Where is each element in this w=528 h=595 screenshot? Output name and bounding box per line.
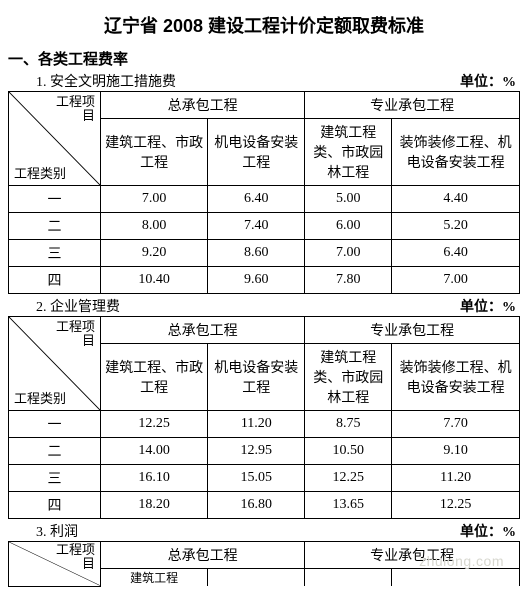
cell: 6.40	[392, 240, 520, 267]
table2-title: 2. 企业管理费	[8, 296, 120, 316]
cell: 7.80	[305, 267, 392, 294]
cell: 16.10	[100, 465, 207, 492]
row-label: 四	[9, 492, 101, 519]
cell: 13.65	[305, 492, 392, 519]
row-label: 二	[9, 213, 101, 240]
table-row: 四 10.40 9.60 7.80 7.00	[9, 267, 520, 294]
cell: 9.10	[392, 438, 520, 465]
table-row: 三 16.10 15.05 12.25 11.20	[9, 465, 520, 492]
diag-top-label: 工程项目	[56, 320, 95, 349]
diag-header: 工程项目 工程类别	[9, 317, 101, 411]
cell: 5.20	[392, 213, 520, 240]
cell: 12.95	[208, 438, 305, 465]
cell: 8.00	[100, 213, 207, 240]
row-label: 四	[9, 267, 101, 294]
unit-label: 单位：%	[460, 521, 520, 541]
col-header: 机电设备安装工程	[208, 344, 305, 411]
cell: 7.00	[392, 267, 520, 294]
unit-label: 单位：%	[460, 296, 520, 316]
cell: 16.80	[208, 492, 305, 519]
row-label: 二	[9, 438, 101, 465]
col-header: 建筑工程类、市政园林工程	[305, 344, 392, 411]
col-header: 建筑工程、市政工程	[100, 119, 207, 186]
cell: 12.25	[392, 492, 520, 519]
diag-header: 工程项目	[9, 542, 101, 587]
table-row: 三 9.20 8.60 7.00 6.40	[9, 240, 520, 267]
cell: 15.05	[208, 465, 305, 492]
diag-top-label: 工程项目	[56, 543, 95, 572]
row-label: 三	[9, 240, 101, 267]
col-header-partial	[392, 569, 520, 587]
cell: 12.25	[100, 411, 207, 438]
col-header-partial	[305, 569, 392, 587]
cell: 12.25	[305, 465, 392, 492]
col-header-partial: 建筑工程	[100, 569, 207, 587]
row-label: 一	[9, 411, 101, 438]
table-safety-fee: 工程项目 工程类别 总承包工程 专业承包工程 建筑工程、市政工程 机电设备安装工…	[8, 91, 520, 294]
cell: 7.00	[100, 186, 207, 213]
cell: 6.40	[208, 186, 305, 213]
table-row: 四 18.20 16.80 13.65 12.25	[9, 492, 520, 519]
table-row: 一 7.00 6.40 5.00 4.40	[9, 186, 520, 213]
cell: 7.40	[208, 213, 305, 240]
group-header: 专业承包工程	[305, 317, 520, 344]
cell: 6.00	[305, 213, 392, 240]
cell: 10.50	[305, 438, 392, 465]
col-header: 装饰装修工程、机电设备安装工程	[392, 119, 520, 186]
page-title: 辽宁省 2008 建设工程计价定额取费标准	[8, 12, 520, 38]
cell: 8.60	[208, 240, 305, 267]
cell: 11.20	[392, 465, 520, 492]
table-mgmt-fee: 工程项目 工程类别 总承包工程 专业承包工程 建筑工程、市政工程 机电设备安装工…	[8, 316, 520, 519]
col-header: 建筑工程、市政工程	[100, 344, 207, 411]
diag-header: 工程项目 工程类别	[9, 92, 101, 186]
cell: 10.40	[100, 267, 207, 294]
group-header: 总承包工程	[100, 92, 304, 119]
table3-title: 3. 利润	[8, 521, 78, 541]
cell: 9.60	[208, 267, 305, 294]
cell: 14.00	[100, 438, 207, 465]
cell: 5.00	[305, 186, 392, 213]
cell: 8.75	[305, 411, 392, 438]
table-row: 一 12.25 11.20 8.75 7.70	[9, 411, 520, 438]
group-header: 总承包工程	[100, 542, 304, 569]
section-heading: 一、各类工程费率	[8, 48, 520, 69]
cell: 7.00	[305, 240, 392, 267]
diag-bottom-label: 工程类别	[14, 388, 66, 407]
row-label: 三	[9, 465, 101, 492]
row-label: 一	[9, 186, 101, 213]
table-row: 二 14.00 12.95 10.50 9.10	[9, 438, 520, 465]
col-header: 建筑工程类、市政园林工程	[305, 119, 392, 186]
diag-top-label: 工程项目	[56, 95, 95, 124]
table-row: 二 8.00 7.40 6.00 5.20	[9, 213, 520, 240]
group-header: 专业承包工程	[305, 92, 520, 119]
group-header: 专业承包工程	[305, 542, 520, 569]
cell: 9.20	[100, 240, 207, 267]
table-profit: 工程项目 总承包工程 专业承包工程 建筑工程	[8, 541, 520, 587]
col-header: 机电设备安装工程	[208, 119, 305, 186]
table1-title: 1. 安全文明施工措施费	[8, 71, 176, 91]
col-header-partial	[208, 569, 305, 587]
unit-label: 单位：%	[460, 71, 520, 91]
cell: 4.40	[392, 186, 520, 213]
cell: 11.20	[208, 411, 305, 438]
cell: 18.20	[100, 492, 207, 519]
cell: 7.70	[392, 411, 520, 438]
diag-bottom-label: 工程类别	[14, 163, 66, 182]
group-header: 总承包工程	[100, 317, 304, 344]
col-header: 装饰装修工程、机电设备安装工程	[392, 344, 520, 411]
